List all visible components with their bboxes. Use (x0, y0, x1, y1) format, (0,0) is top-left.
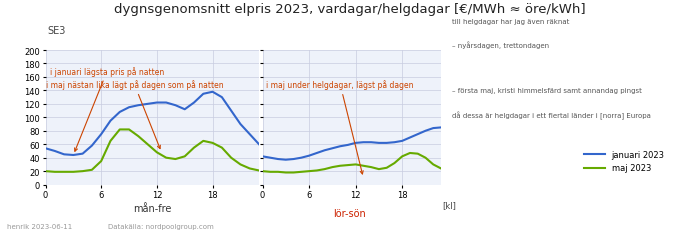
Text: då dessa är helgdagar i ett flertal länder i [norra] Europa: då dessa är helgdagar i ett flertal länd… (452, 111, 650, 119)
Text: till helgdagar har jag även räknat: till helgdagar har jag även räknat (452, 18, 569, 24)
Text: – nyårsdagen, trettondagen: – nyårsdagen, trettondagen (452, 42, 549, 49)
Text: i maj nästan lika lägt på dagen som på natten: i maj nästan lika lägt på dagen som på n… (46, 80, 223, 149)
Legend: januari 2023, maj 2023: januari 2023, maj 2023 (581, 147, 668, 176)
Text: SE3: SE3 (48, 25, 66, 35)
Text: i maj under helgdagar, lägst på dagen: i maj under helgdagar, lägst på dagen (267, 80, 414, 174)
Text: – första maj, kristi himmelsfärd samt annandag pingst: – första maj, kristi himmelsfärd samt an… (452, 88, 641, 94)
Text: i januari lägsta pris på natten: i januari lägsta pris på natten (50, 67, 164, 152)
X-axis label: mån-fre: mån-fre (133, 204, 172, 213)
Text: [kl]: [kl] (442, 200, 456, 209)
Text: lör-sön: lör-sön (334, 208, 366, 218)
Text: Datakälla: nordpoolgroup.com: Datakälla: nordpoolgroup.com (108, 223, 214, 229)
Text: dygnsgenomsnitt elpris 2023, vardagar/helgdagar [€/MWh ≈ öre/kWh]: dygnsgenomsnitt elpris 2023, vardagar/he… (114, 3, 586, 16)
Text: henrik 2023-06-11: henrik 2023-06-11 (7, 223, 72, 229)
